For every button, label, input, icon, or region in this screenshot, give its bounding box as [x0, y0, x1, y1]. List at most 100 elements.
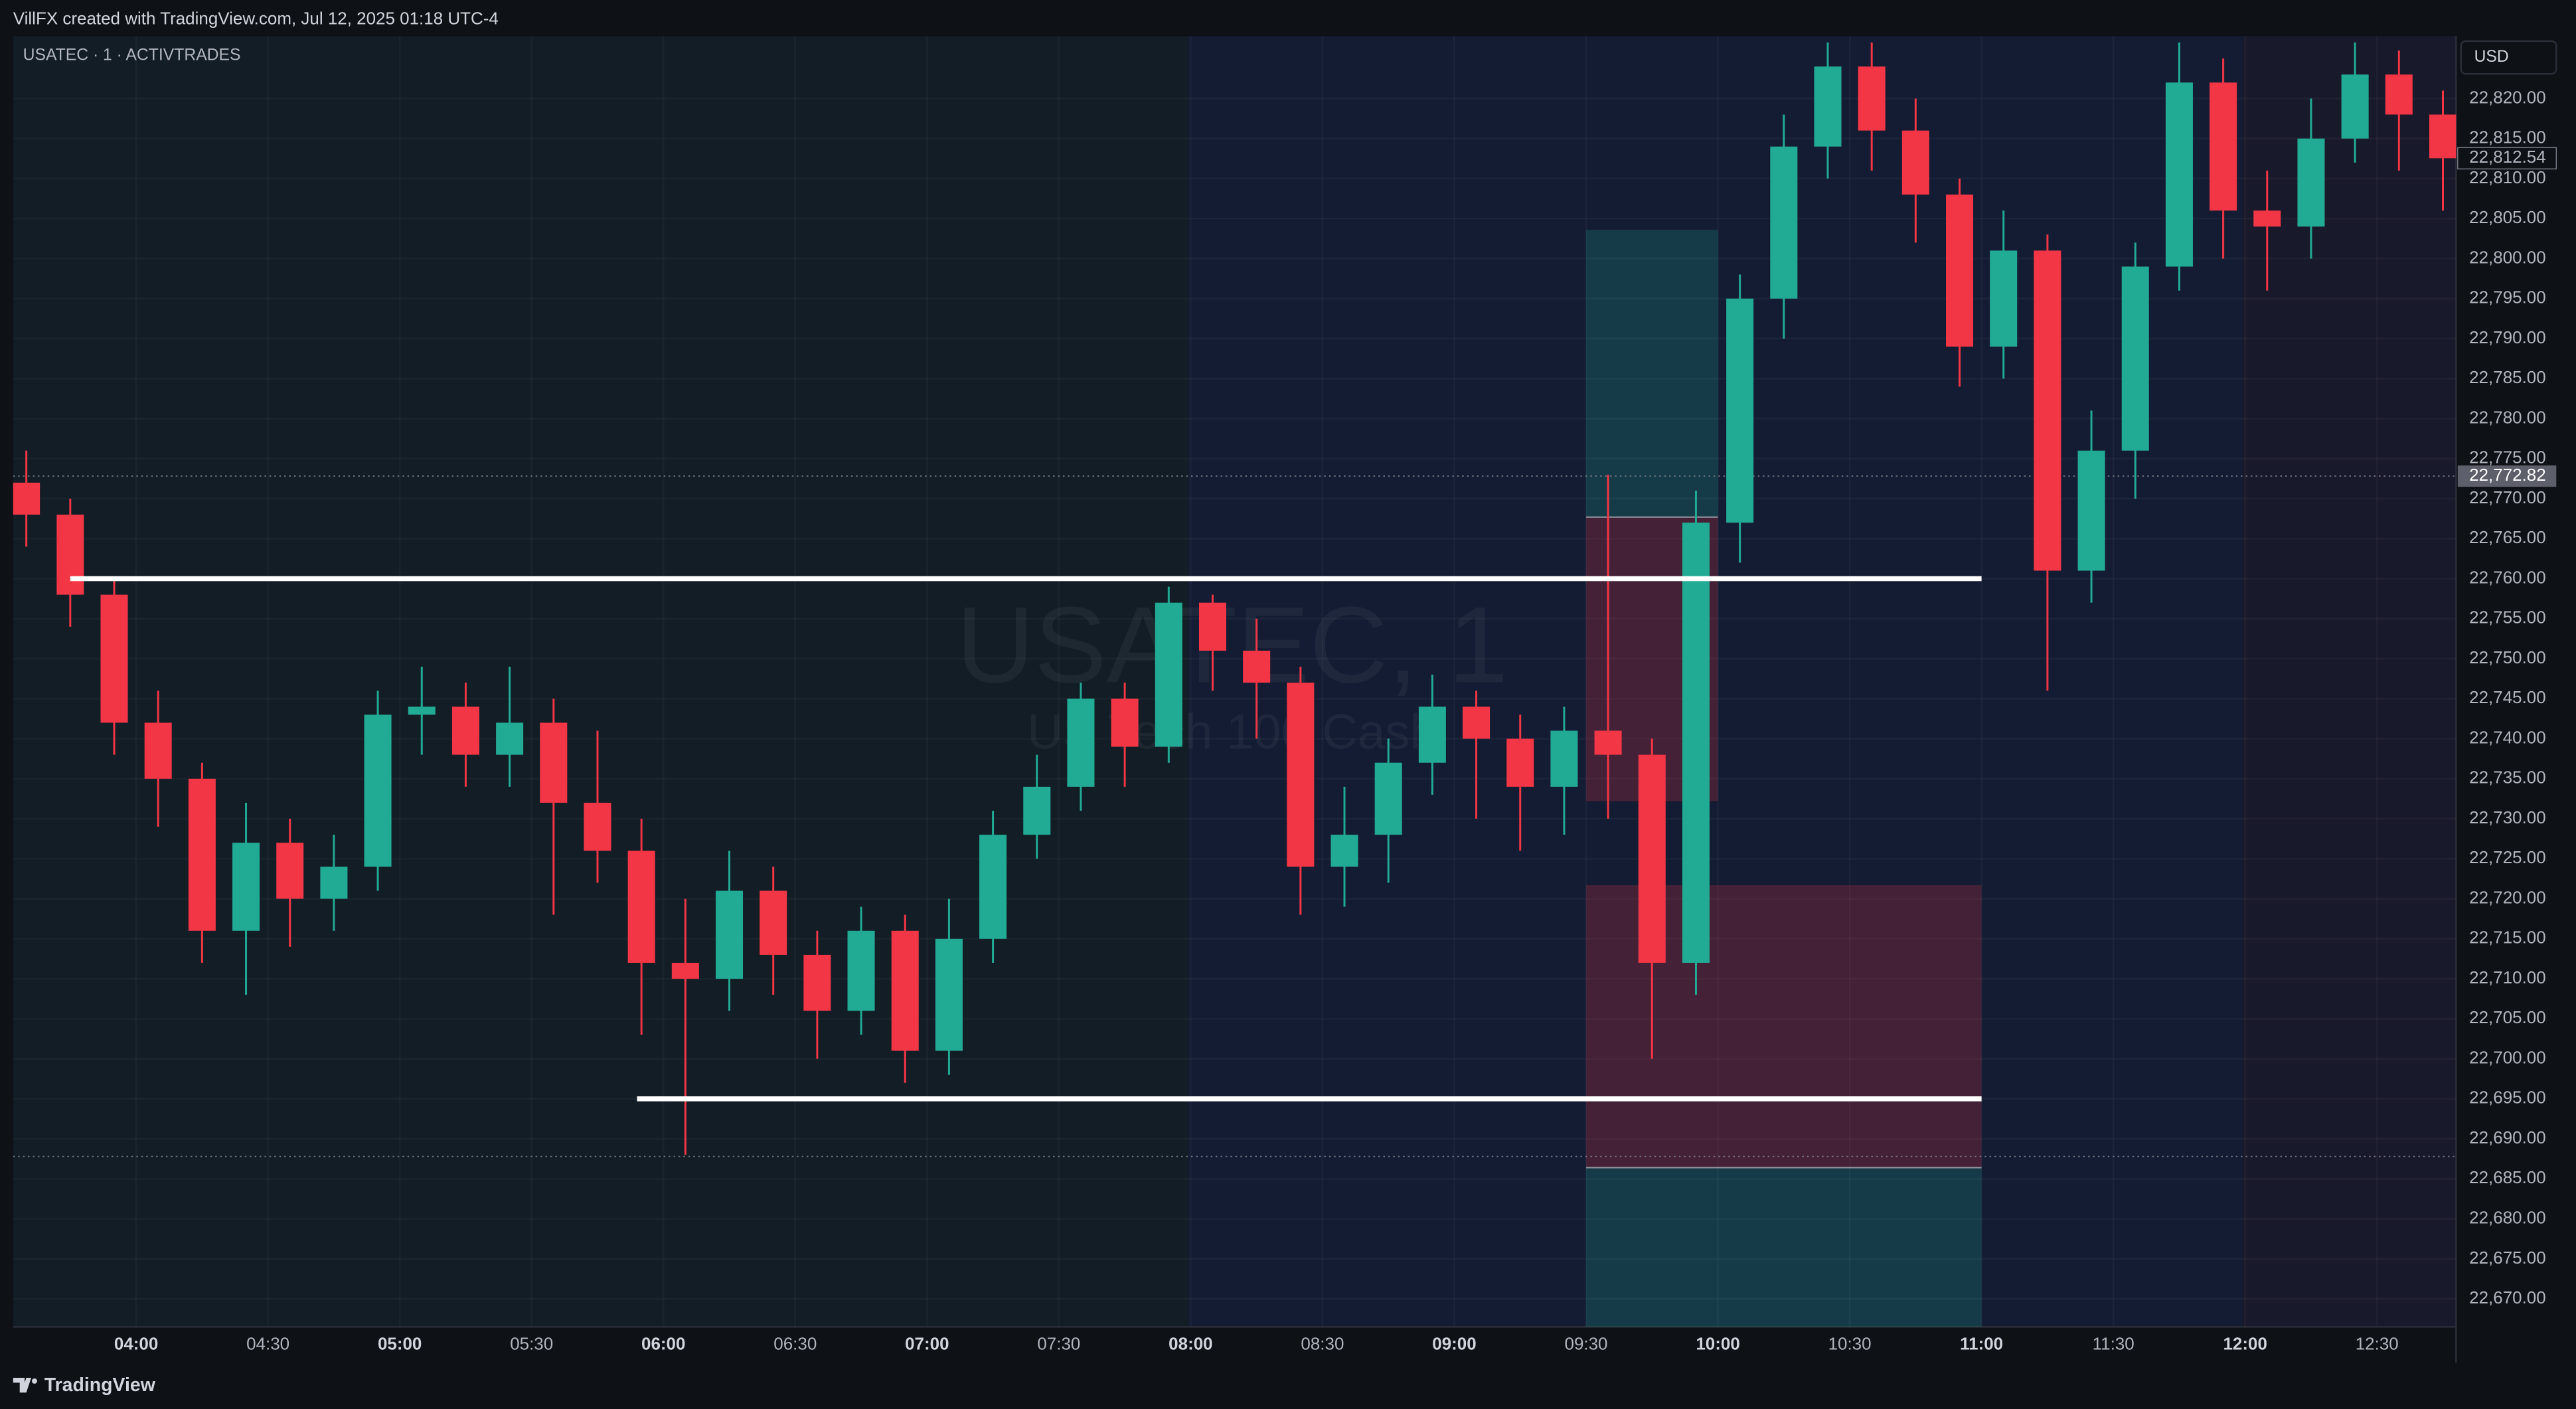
candle-body	[144, 722, 172, 779]
watermark: USATEC, 1	[956, 584, 1508, 705]
candle-body	[1770, 146, 1798, 299]
watermark-subtitle: US Tech 100 Cash	[1027, 704, 1437, 760]
y-tick-label: 22,780.00	[2469, 407, 2546, 427]
candle-body	[1111, 699, 1139, 747]
candle-body	[1155, 602, 1182, 747]
y-tick-label: 22,685.00	[2469, 1167, 2546, 1187]
candle-body	[760, 890, 787, 955]
candle-body	[1638, 754, 1666, 963]
candle-body	[232, 843, 260, 931]
last-price-label: 22,812.54	[2469, 147, 2546, 167]
x-tick-label: 07:30	[1037, 1333, 1080, 1353]
y-tick-label: 22,710.00	[2469, 967, 2546, 987]
candle-body	[716, 890, 744, 979]
candle-body	[408, 706, 436, 715]
candle-body	[1287, 683, 1315, 867]
candle-body	[1901, 130, 1929, 195]
candle-body	[803, 954, 831, 1011]
candle-body	[1374, 762, 1402, 835]
candle-body	[2253, 210, 2281, 227]
x-tick-label: 05:30	[510, 1333, 553, 1353]
y-tick-label: 22,770.00	[2469, 487, 2546, 507]
y-tick-label: 22,775.00	[2469, 448, 2546, 467]
y-tick-label: 22,800.00	[2469, 247, 2546, 267]
candle-body	[496, 722, 524, 755]
candle-body	[935, 938, 963, 1051]
x-tick-label: 06:00	[641, 1333, 685, 1353]
y-tick-label: 22,745.00	[2469, 687, 2546, 707]
y-tick-label: 22,805.00	[2469, 207, 2546, 227]
candle-body	[1858, 66, 1886, 131]
candle-body	[2429, 114, 2456, 159]
candle-body	[2034, 250, 2061, 571]
target-zone	[1586, 230, 1718, 517]
x-tick-label: 09:30	[1565, 1333, 1608, 1353]
y-tick-label: 22,705.00	[2469, 1007, 2546, 1027]
session-bg	[2242, 36, 2456, 1327]
y-tick-label: 22,760.00	[2469, 567, 2546, 587]
candle-body	[56, 515, 84, 595]
candle-body	[1594, 730, 1622, 755]
session-bg	[13, 36, 1188, 1327]
currency-button[interactable]	[2460, 40, 2557, 75]
candle-body	[627, 851, 655, 963]
x-tick-label: 11:00	[1960, 1333, 2003, 1353]
y-tick-label: 22,795.00	[2469, 288, 2546, 307]
candle-body	[1243, 650, 1271, 683]
header: VillFX created with TradingView.com, Jul…	[13, 9, 499, 29]
y-tick-label: 22,755.00	[2469, 608, 2546, 627]
candle-body	[364, 714, 392, 867]
y-tick-label: 22,750.00	[2469, 647, 2546, 667]
x-tick-label: 08:00	[1168, 1333, 1212, 1353]
session-bg	[1188, 36, 2243, 1327]
currency[interactable]: USD	[2474, 48, 2509, 66]
candle-body	[584, 802, 611, 851]
candle-body	[276, 843, 304, 899]
y-tick-label: 22,670.00	[2469, 1287, 2546, 1307]
candle-body	[13, 482, 40, 515]
x-tick-label: 08:30	[1301, 1333, 1344, 1353]
candle-body	[1682, 523, 1710, 963]
y-tick-label: 22,765.00	[2469, 527, 2546, 547]
candle-body	[979, 835, 1007, 939]
y-tick-label: 22,735.00	[2469, 768, 2546, 787]
brand: TradingView	[44, 1374, 156, 1396]
candle-body	[2165, 82, 2193, 267]
plot	[13, 42, 2456, 1327]
price-label-box	[2457, 465, 2557, 487]
x-tick-label: 04:00	[114, 1333, 158, 1353]
y-tick-label: 22,815.00	[2469, 127, 2546, 147]
candle-body	[100, 594, 128, 723]
candle-body	[2385, 74, 2413, 115]
candle-body	[1990, 250, 2018, 347]
candle-body	[451, 706, 479, 755]
x-tick-label: 11:30	[2093, 1333, 2134, 1353]
candle-body	[2121, 266, 2149, 451]
y-tick-label: 22,740.00	[2469, 727, 2546, 747]
x-tick-label: 05:00	[378, 1333, 422, 1353]
candle-body	[891, 930, 919, 1051]
y-tick-label: 22,675.00	[2469, 1248, 2546, 1268]
x-tick-label: 06:30	[773, 1333, 817, 1353]
target-zone	[1586, 1167, 1982, 1327]
x-tick-label: 10:30	[1828, 1333, 1872, 1353]
y-tick-label: 22,690.00	[2469, 1127, 2546, 1147]
y-tick-label: 22,725.00	[2469, 847, 2546, 867]
y-tick-label: 22,680.00	[2469, 1208, 2546, 1228]
candle-body	[671, 962, 699, 979]
x-tick-label: 12:00	[2223, 1333, 2267, 1353]
candle-body	[1330, 835, 1358, 867]
y-tick-label: 22,820.00	[2469, 87, 2546, 107]
x-tick-label: 04:30	[246, 1333, 289, 1353]
brand-logo	[13, 1378, 37, 1393]
last-price-box	[2457, 147, 2557, 170]
candle-body	[2077, 450, 2105, 571]
candle-body	[1814, 66, 1842, 147]
candle-body	[2210, 82, 2237, 211]
y-tick-label: 22,720.00	[2469, 887, 2546, 907]
y-tick-label: 22,810.00	[2469, 167, 2546, 187]
candle-body	[847, 930, 875, 1011]
y-tick-label: 22,695.00	[2469, 1088, 2546, 1108]
x-tick-label: 12:30	[2356, 1333, 2399, 1353]
